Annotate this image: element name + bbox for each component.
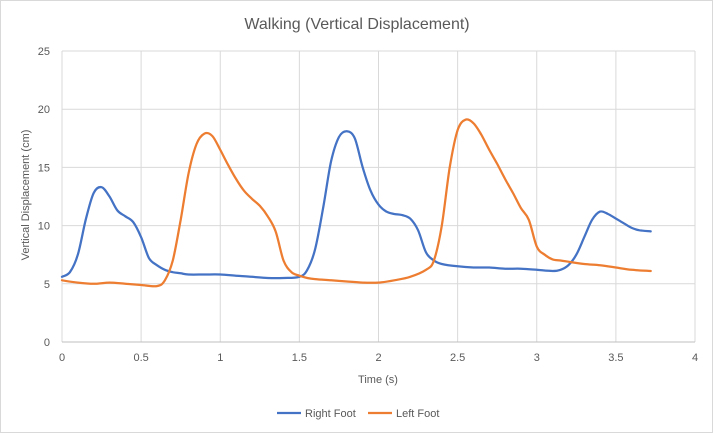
axes: 0 5 10 15 20 25 0 0.5 1 1.5 2 2.5 3 3.5 4 bbox=[38, 46, 698, 364]
series-line-left-foot bbox=[60, 118, 652, 288]
legend-item-left-foot: Left Foot bbox=[368, 408, 439, 420]
x-tick-label: 2 bbox=[375, 352, 381, 364]
x-tick-label: 0 bbox=[59, 352, 65, 364]
y-tick-label: 15 bbox=[38, 162, 50, 174]
y-axis-title: Vertical Displacement (cm) bbox=[20, 130, 32, 261]
series-lines bbox=[60, 118, 652, 288]
legend-item-right-foot: Right Foot bbox=[277, 408, 356, 420]
y-tick-label: 5 bbox=[44, 279, 50, 291]
chart-title: Walking (Vertical Displacement) bbox=[244, 16, 469, 33]
legend: Right Foot Left Foot bbox=[277, 408, 439, 420]
x-axis-title: Time (s) bbox=[358, 374, 398, 386]
x-tick-label: 2.5 bbox=[450, 352, 465, 364]
y-tick-label: 25 bbox=[38, 46, 50, 58]
legend-label: Left Foot bbox=[396, 408, 439, 420]
x-tick-label: 3 bbox=[534, 352, 540, 364]
x-tick-label: 4 bbox=[692, 352, 698, 364]
x-tick-label: 1.5 bbox=[292, 352, 307, 364]
x-tick-label: 3.5 bbox=[608, 352, 623, 364]
gridlines bbox=[61, 50, 696, 343]
y-tick-label: 0 bbox=[44, 337, 50, 349]
legend-label: Right Foot bbox=[305, 408, 356, 420]
x-tick-label: 1 bbox=[217, 352, 223, 364]
series-line-right-foot bbox=[60, 130, 652, 280]
x-tick-label: 0.5 bbox=[133, 352, 148, 364]
y-tick-label: 10 bbox=[38, 221, 50, 233]
y-tick-label: 20 bbox=[38, 104, 50, 116]
